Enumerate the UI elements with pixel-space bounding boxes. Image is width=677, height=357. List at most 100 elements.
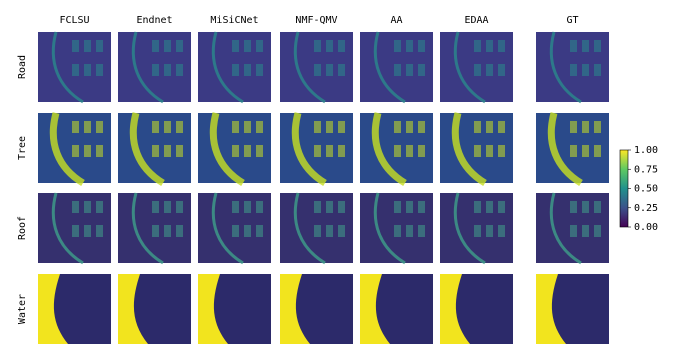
map-block (406, 64, 413, 76)
map-block (486, 64, 493, 76)
map-block (176, 40, 183, 52)
map-region (549, 192, 582, 265)
map-block (570, 64, 577, 76)
map-block (406, 201, 413, 213)
map-block (338, 40, 345, 52)
map-block (72, 145, 79, 157)
map-block (232, 121, 239, 133)
map-region (198, 274, 228, 344)
map-region (209, 112, 245, 187)
map-region (373, 31, 406, 104)
map-block (338, 225, 345, 237)
map-region (360, 274, 390, 344)
map-block (256, 225, 263, 237)
map-block (418, 121, 425, 133)
map-region (549, 31, 582, 104)
map-block (498, 40, 505, 52)
map-region (293, 192, 326, 265)
map-block (256, 40, 263, 52)
map-block (418, 201, 425, 213)
map-block (418, 64, 425, 76)
column-label: GT (566, 15, 578, 26)
row-label: Road (17, 55, 28, 79)
map-block (594, 64, 601, 76)
map-block (244, 145, 251, 157)
map-block (176, 121, 183, 133)
map-block (314, 201, 321, 213)
map-block (314, 40, 321, 52)
map-block (582, 201, 589, 213)
map-region (536, 274, 566, 344)
map-block (232, 40, 239, 52)
colorbar-tick-label: 0.25 (634, 203, 658, 214)
colorbar-tick-label: 0.75 (634, 164, 658, 175)
map-block (176, 64, 183, 76)
map-block (594, 201, 601, 213)
map-block (582, 40, 589, 52)
map-block (314, 64, 321, 76)
map-block (498, 201, 505, 213)
map-block (164, 64, 171, 76)
map-block (394, 40, 401, 52)
map-block (314, 121, 321, 133)
column-label: AA (390, 15, 402, 26)
map-block (256, 64, 263, 76)
map-block (96, 145, 103, 157)
map-block (152, 64, 159, 76)
map-block (96, 64, 103, 76)
map-block (232, 64, 239, 76)
map-block (486, 40, 493, 52)
map-block (244, 225, 251, 237)
map-block (84, 40, 91, 52)
map-region (371, 112, 407, 187)
map-region (547, 112, 583, 187)
map-region (451, 112, 487, 187)
map-block (498, 64, 505, 76)
map-block (96, 201, 103, 213)
map-block (338, 201, 345, 213)
map-region (118, 274, 148, 344)
map-block (164, 121, 171, 133)
map-block (232, 145, 239, 157)
map-block (256, 145, 263, 157)
column-label: FCLSU (59, 15, 89, 26)
map-block (176, 225, 183, 237)
map-block (96, 225, 103, 237)
map-block (394, 121, 401, 133)
map-block (594, 40, 601, 52)
map-region (211, 31, 244, 104)
map-block (570, 201, 577, 213)
map-block (594, 145, 601, 157)
map-region (211, 192, 244, 265)
map-block (406, 145, 413, 157)
map-region (51, 192, 84, 265)
map-block (406, 121, 413, 133)
map-block (394, 145, 401, 157)
column-label: EDAA (464, 15, 488, 26)
map-block (338, 121, 345, 133)
map-block (498, 225, 505, 237)
map-block (326, 121, 333, 133)
map-block (570, 40, 577, 52)
colorbar-tick-label: 0.50 (634, 184, 658, 195)
map-block (418, 40, 425, 52)
map-block (394, 201, 401, 213)
map-block (582, 225, 589, 237)
map-block (84, 121, 91, 133)
map-block (314, 145, 321, 157)
map-region (291, 112, 327, 187)
map-block (244, 40, 251, 52)
map-block (498, 121, 505, 133)
map-region (131, 31, 164, 104)
map-block (406, 225, 413, 237)
map-block (244, 64, 251, 76)
map-region (49, 112, 85, 187)
map-block (406, 40, 413, 52)
map-region (453, 31, 486, 104)
row-label: Roof (17, 216, 28, 240)
map-block (418, 225, 425, 237)
map-block (326, 40, 333, 52)
map-block (474, 201, 481, 213)
map-region (131, 192, 164, 265)
